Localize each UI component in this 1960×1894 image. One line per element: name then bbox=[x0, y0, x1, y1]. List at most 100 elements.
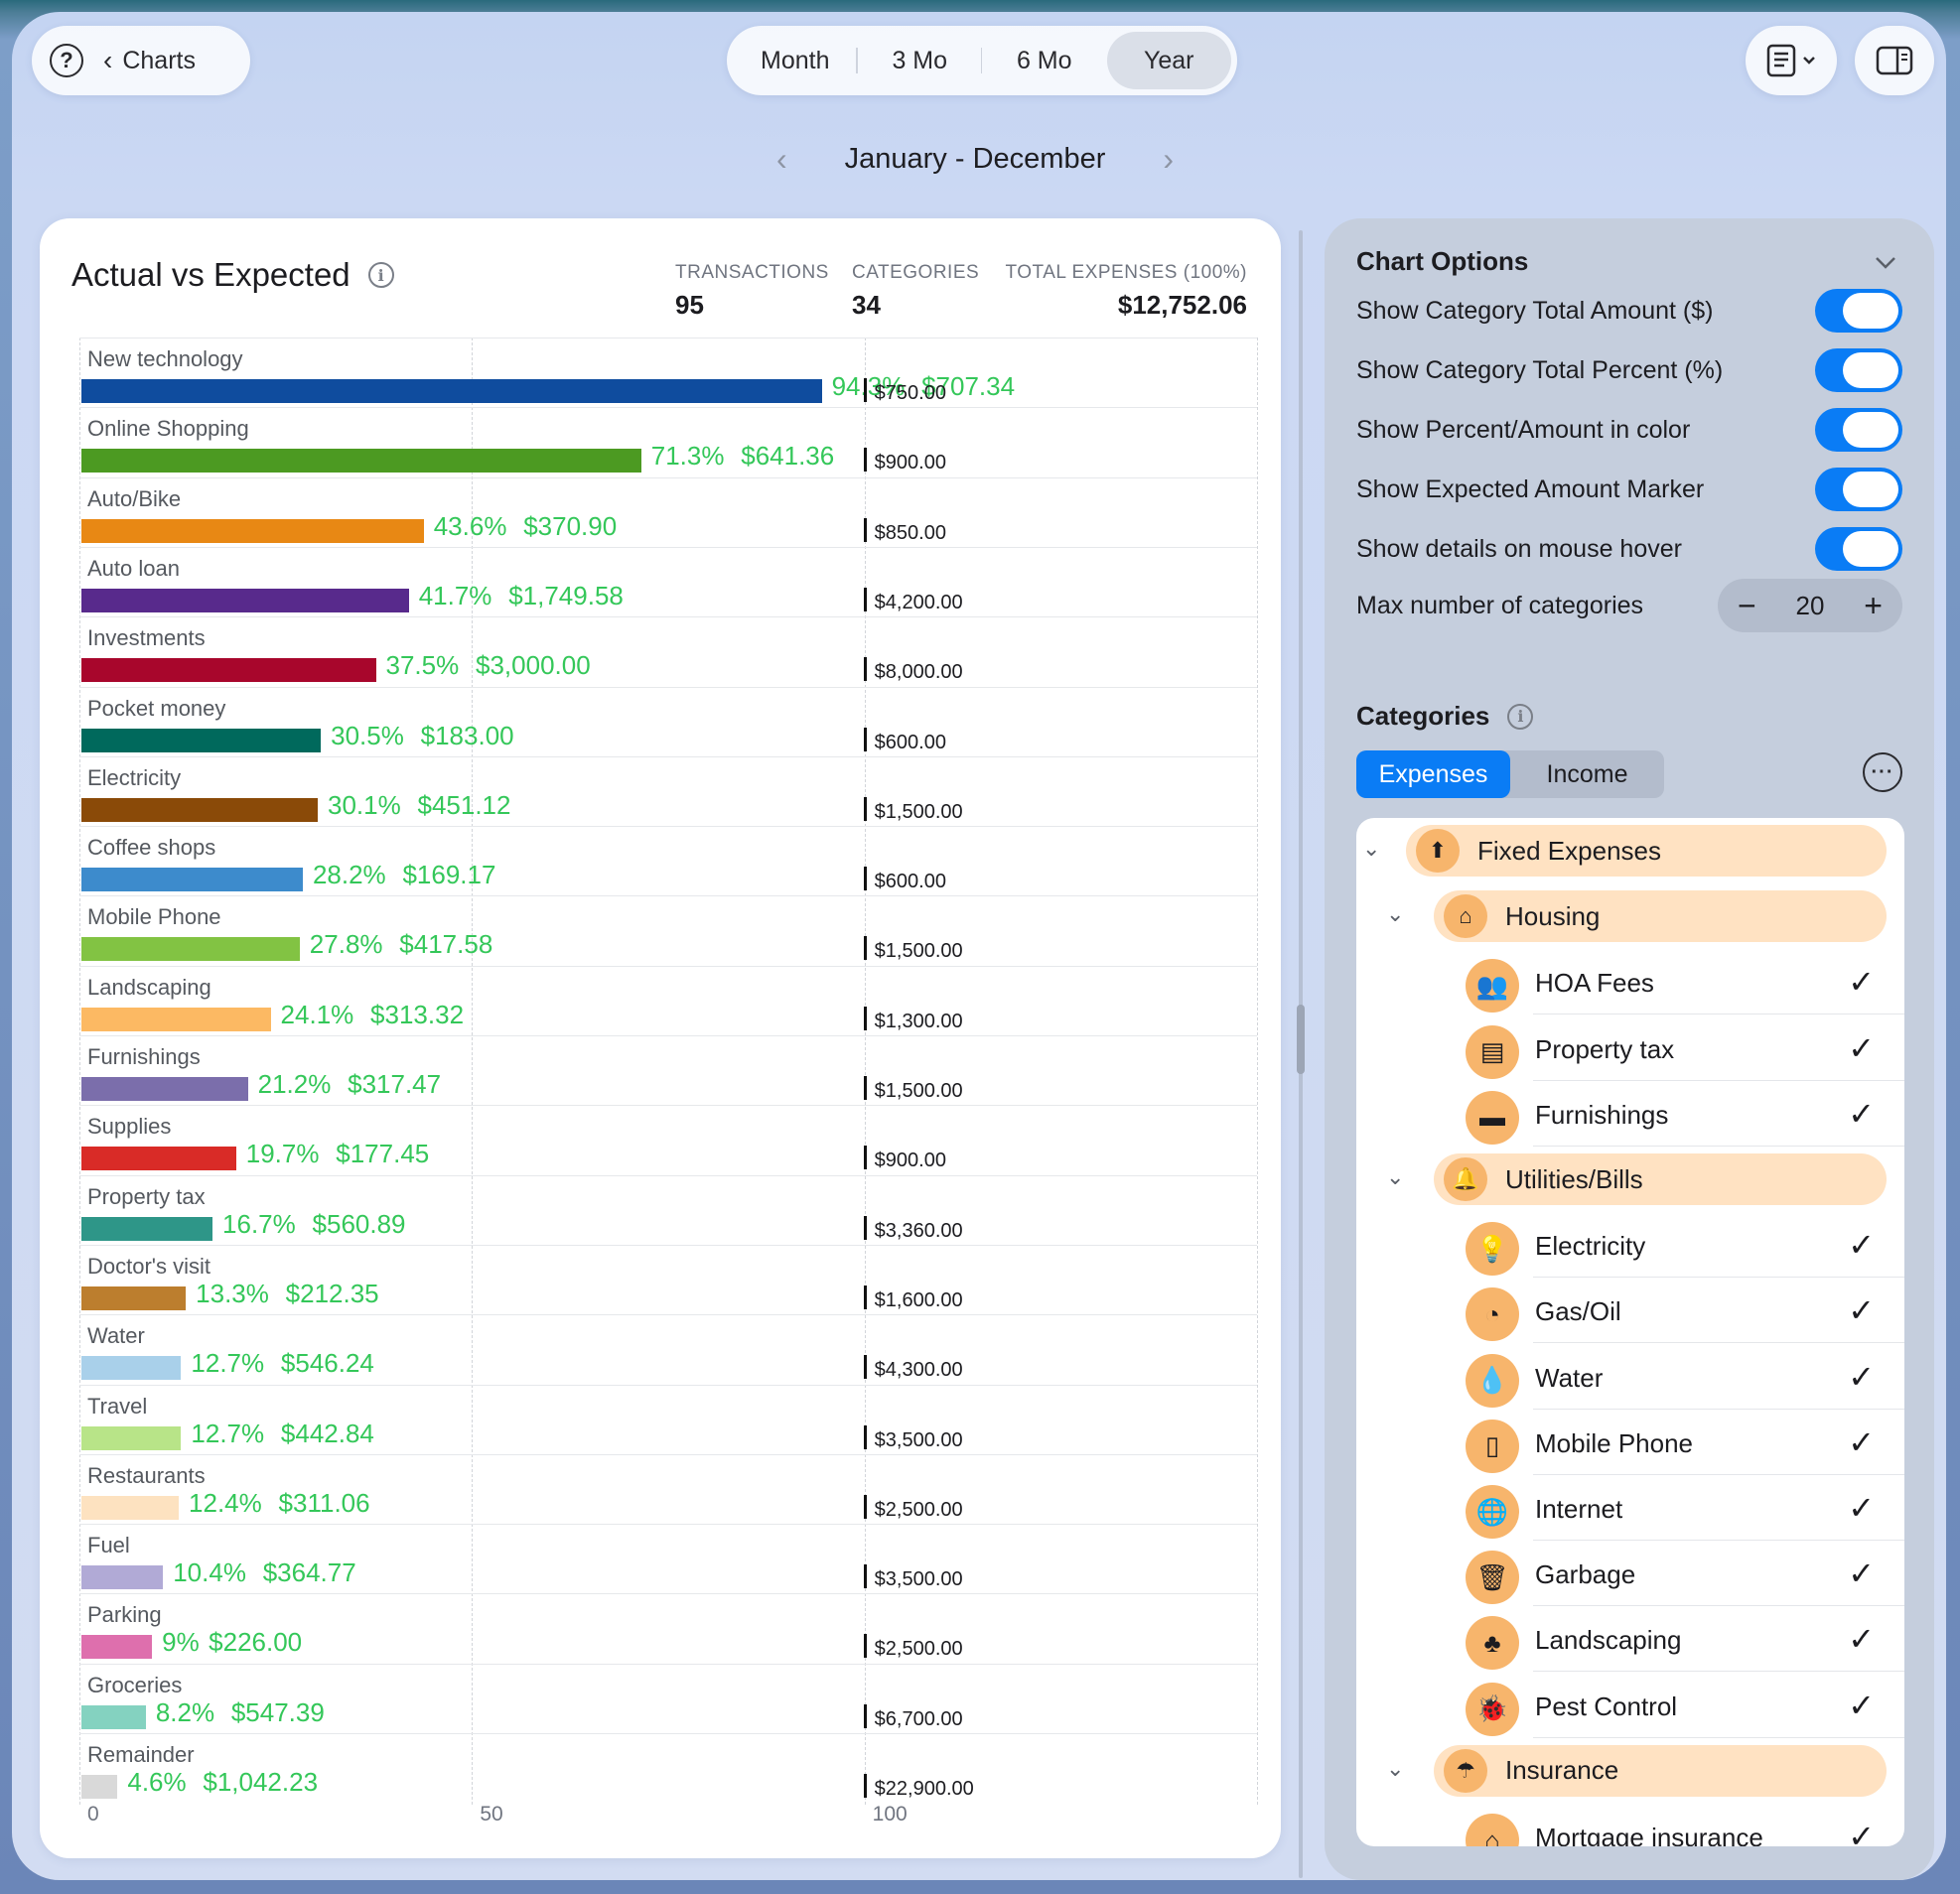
checkmark-icon[interactable]: ✓ bbox=[1848, 1423, 1875, 1460]
toggle-hover-details[interactable] bbox=[1815, 527, 1902, 571]
actual-bar[interactable] bbox=[81, 518, 424, 543]
checkmark-icon[interactable]: ✓ bbox=[1848, 1358, 1875, 1395]
amount-label: $177.45 bbox=[336, 1139, 430, 1169]
category-group: ⌄ ⬆ Fixed Expenses bbox=[1356, 818, 1904, 883]
expected-label: $850.00 bbox=[874, 521, 946, 544]
toggle-total-percent[interactable] bbox=[1815, 348, 1902, 392]
chart-row[interactable]: Remainder 4.6% $1,042.23 $22,900.00 bbox=[79, 1733, 1257, 1803]
category-group-button[interactable]: ☂ Insurance bbox=[1434, 1744, 1887, 1797]
stat-transactions: TRANSACTIONS 95 bbox=[675, 262, 829, 321]
chart-row[interactable]: Doctor's visit 13.3% $212.35 $1,600.00 bbox=[79, 1244, 1257, 1314]
chart-row[interactable]: Supplies 19.7% $177.45 $900.00 bbox=[79, 1105, 1257, 1174]
chart-row[interactable]: Fuel 10.4% $364.77 $3,500.00 bbox=[79, 1524, 1257, 1593]
period-year[interactable]: Year bbox=[1106, 32, 1231, 89]
chart-row[interactable]: Investments 37.5% $3,000.00 $8,000.00 bbox=[79, 616, 1257, 686]
period-3mo[interactable]: 3 Mo bbox=[858, 32, 983, 89]
actual-bar[interactable] bbox=[81, 1495, 180, 1520]
categories-info-icon[interactable]: i bbox=[1507, 703, 1534, 730]
chart-row[interactable]: Restaurants 12.4% $311.06 $2,500.00 bbox=[79, 1453, 1257, 1524]
actual-bar[interactable] bbox=[81, 1425, 182, 1450]
disclosure-chevron-icon[interactable]: ⌄ bbox=[1386, 901, 1405, 927]
checkmark-icon[interactable]: ✓ bbox=[1848, 1029, 1875, 1066]
max-categories-value[interactable]: 20 bbox=[1795, 590, 1825, 620]
actual-bar[interactable] bbox=[81, 1356, 182, 1381]
amount-label: $364.77 bbox=[262, 1557, 356, 1588]
info-icon[interactable]: i bbox=[367, 262, 394, 288]
period-month[interactable]: Month bbox=[733, 32, 858, 89]
checkmark-icon[interactable]: ✓ bbox=[1848, 1490, 1875, 1526]
chart-row[interactable]: Pocket money 30.5% $183.00 $600.00 bbox=[79, 686, 1257, 756]
actual-bar[interactable] bbox=[81, 797, 318, 822]
disclosure-chevron-icon[interactable]: ⌄ bbox=[1386, 1755, 1405, 1781]
chart-row[interactable]: Parking 9% $226.00 $2,500.00 bbox=[79, 1593, 1257, 1663]
percent-label: 16.7% bbox=[222, 1208, 296, 1239]
actual-bar[interactable] bbox=[81, 728, 322, 752]
pin-icon: ⬆ bbox=[1416, 829, 1460, 873]
checkmark-icon[interactable]: ✓ bbox=[1848, 964, 1875, 1001]
actual-bar[interactable] bbox=[81, 1775, 118, 1799]
checkmark-icon[interactable]: ✓ bbox=[1848, 1556, 1875, 1592]
stat-total-value: $12,752.06 bbox=[1117, 290, 1247, 320]
chart-row[interactable]: Mobile Phone 27.8% $417.58 $1,500.00 bbox=[79, 895, 1257, 965]
toggle-expected-marker[interactable] bbox=[1815, 468, 1902, 511]
checkmark-icon[interactable]: ✓ bbox=[1848, 1819, 1875, 1846]
chart-row[interactable]: New technology 94.3% $707.34 $750.00 bbox=[79, 338, 1257, 407]
actual-bar[interactable] bbox=[81, 1285, 187, 1310]
previous-period-icon[interactable]: ‹ bbox=[776, 140, 787, 177]
actual-bar[interactable] bbox=[81, 658, 376, 683]
toggle-color[interactable] bbox=[1815, 408, 1902, 452]
category-item: 🌐 Internet ✓ bbox=[1356, 1475, 1904, 1541]
tab-income[interactable]: Income bbox=[1546, 759, 1628, 788]
next-period-icon[interactable]: › bbox=[1163, 140, 1174, 177]
minus-icon[interactable]: − bbox=[1738, 587, 1756, 623]
actual-bar[interactable] bbox=[81, 937, 300, 962]
chart-row[interactable]: Auto/Bike 43.6% $370.90 $850.00 bbox=[79, 476, 1257, 547]
options-sidebar: Chart Options Show Category Total Amount… bbox=[1325, 218, 1934, 1880]
chart-row[interactable]: Furnishings 21.2% $317.47 $1,500.00 bbox=[79, 1035, 1257, 1105]
chart-row[interactable]: Auto loan 41.7% $1,749.58 $4,200.00 bbox=[79, 546, 1257, 616]
collapse-chevron-icon[interactable] bbox=[1875, 256, 1896, 270]
category-group-button[interactable]: ⬆ Fixed Expenses bbox=[1406, 825, 1887, 877]
checkmark-icon[interactable]: ✓ bbox=[1848, 1227, 1875, 1264]
actual-bar[interactable] bbox=[81, 1077, 248, 1101]
chart-row[interactable]: Groceries 8.2% $547.39 $6,700.00 bbox=[79, 1663, 1257, 1733]
toggle-total-amount[interactable] bbox=[1815, 289, 1902, 333]
actual-bar[interactable] bbox=[81, 1565, 164, 1590]
actual-bar[interactable] bbox=[81, 1635, 153, 1660]
actual-bar[interactable] bbox=[81, 1007, 271, 1031]
tab-expenses[interactable]: Expenses bbox=[1356, 750, 1510, 798]
chart-row[interactable]: Water 12.7% $546.24 $4,300.00 bbox=[79, 1314, 1257, 1384]
category-group-button[interactable]: 🔔 Utilities/Bills bbox=[1434, 1153, 1887, 1205]
chart-row[interactable]: Travel 12.7% $442.84 $3,500.00 bbox=[79, 1384, 1257, 1454]
chart-row[interactable]: Landscaping 24.1% $313.32 $1,300.00 bbox=[79, 965, 1257, 1035]
actual-bar[interactable] bbox=[81, 1216, 213, 1241]
checkmark-icon[interactable]: ✓ bbox=[1848, 1095, 1875, 1132]
chart-row[interactable]: Online Shopping 71.3% $641.36 $900.00 bbox=[79, 407, 1257, 476]
back-button[interactable]: ‹ Charts bbox=[103, 45, 196, 76]
actual-bar[interactable] bbox=[81, 588, 409, 612]
expected-marker bbox=[863, 1146, 868, 1170]
checkmark-icon[interactable]: ✓ bbox=[1848, 1621, 1875, 1658]
chart-row[interactable]: Electricity 30.1% $451.12 $1,500.00 bbox=[79, 755, 1257, 826]
period-6mo[interactable]: 6 Mo bbox=[1016, 46, 1072, 74]
plus-icon[interactable]: + bbox=[1864, 587, 1883, 623]
actual-bar[interactable] bbox=[81, 379, 822, 403]
actual-bar[interactable] bbox=[81, 449, 641, 474]
actual-bar[interactable] bbox=[81, 1147, 236, 1171]
chart-row[interactable]: Property tax 16.7% $560.89 $3,360.00 bbox=[79, 1174, 1257, 1245]
actual-bar[interactable] bbox=[81, 868, 303, 892]
disclosure-chevron-icon[interactable]: ⌄ bbox=[1386, 1164, 1405, 1189]
chart-options-title: Chart Options bbox=[1356, 246, 1529, 276]
disclosure-chevron-icon[interactable]: ⌄ bbox=[1362, 836, 1381, 861]
chart-row[interactable]: Coffee shops 28.2% $169.17 $600.00 bbox=[79, 826, 1257, 895]
category-group-button[interactable]: ⌂ Housing bbox=[1434, 890, 1887, 943]
checkmark-icon[interactable]: ✓ bbox=[1848, 1292, 1875, 1329]
more-options-icon[interactable]: ··· bbox=[1863, 752, 1902, 792]
expected-label: $8,000.00 bbox=[874, 661, 963, 684]
toggle-sidebar-button[interactable] bbox=[1855, 26, 1934, 95]
actual-bar[interactable] bbox=[81, 1704, 146, 1729]
report-menu-button[interactable] bbox=[1746, 26, 1837, 95]
pane-resize-handle[interactable] bbox=[1297, 1005, 1305, 1074]
help-icon[interactable]: ? bbox=[50, 44, 83, 77]
checkmark-icon[interactable]: ✓ bbox=[1848, 1687, 1875, 1723]
